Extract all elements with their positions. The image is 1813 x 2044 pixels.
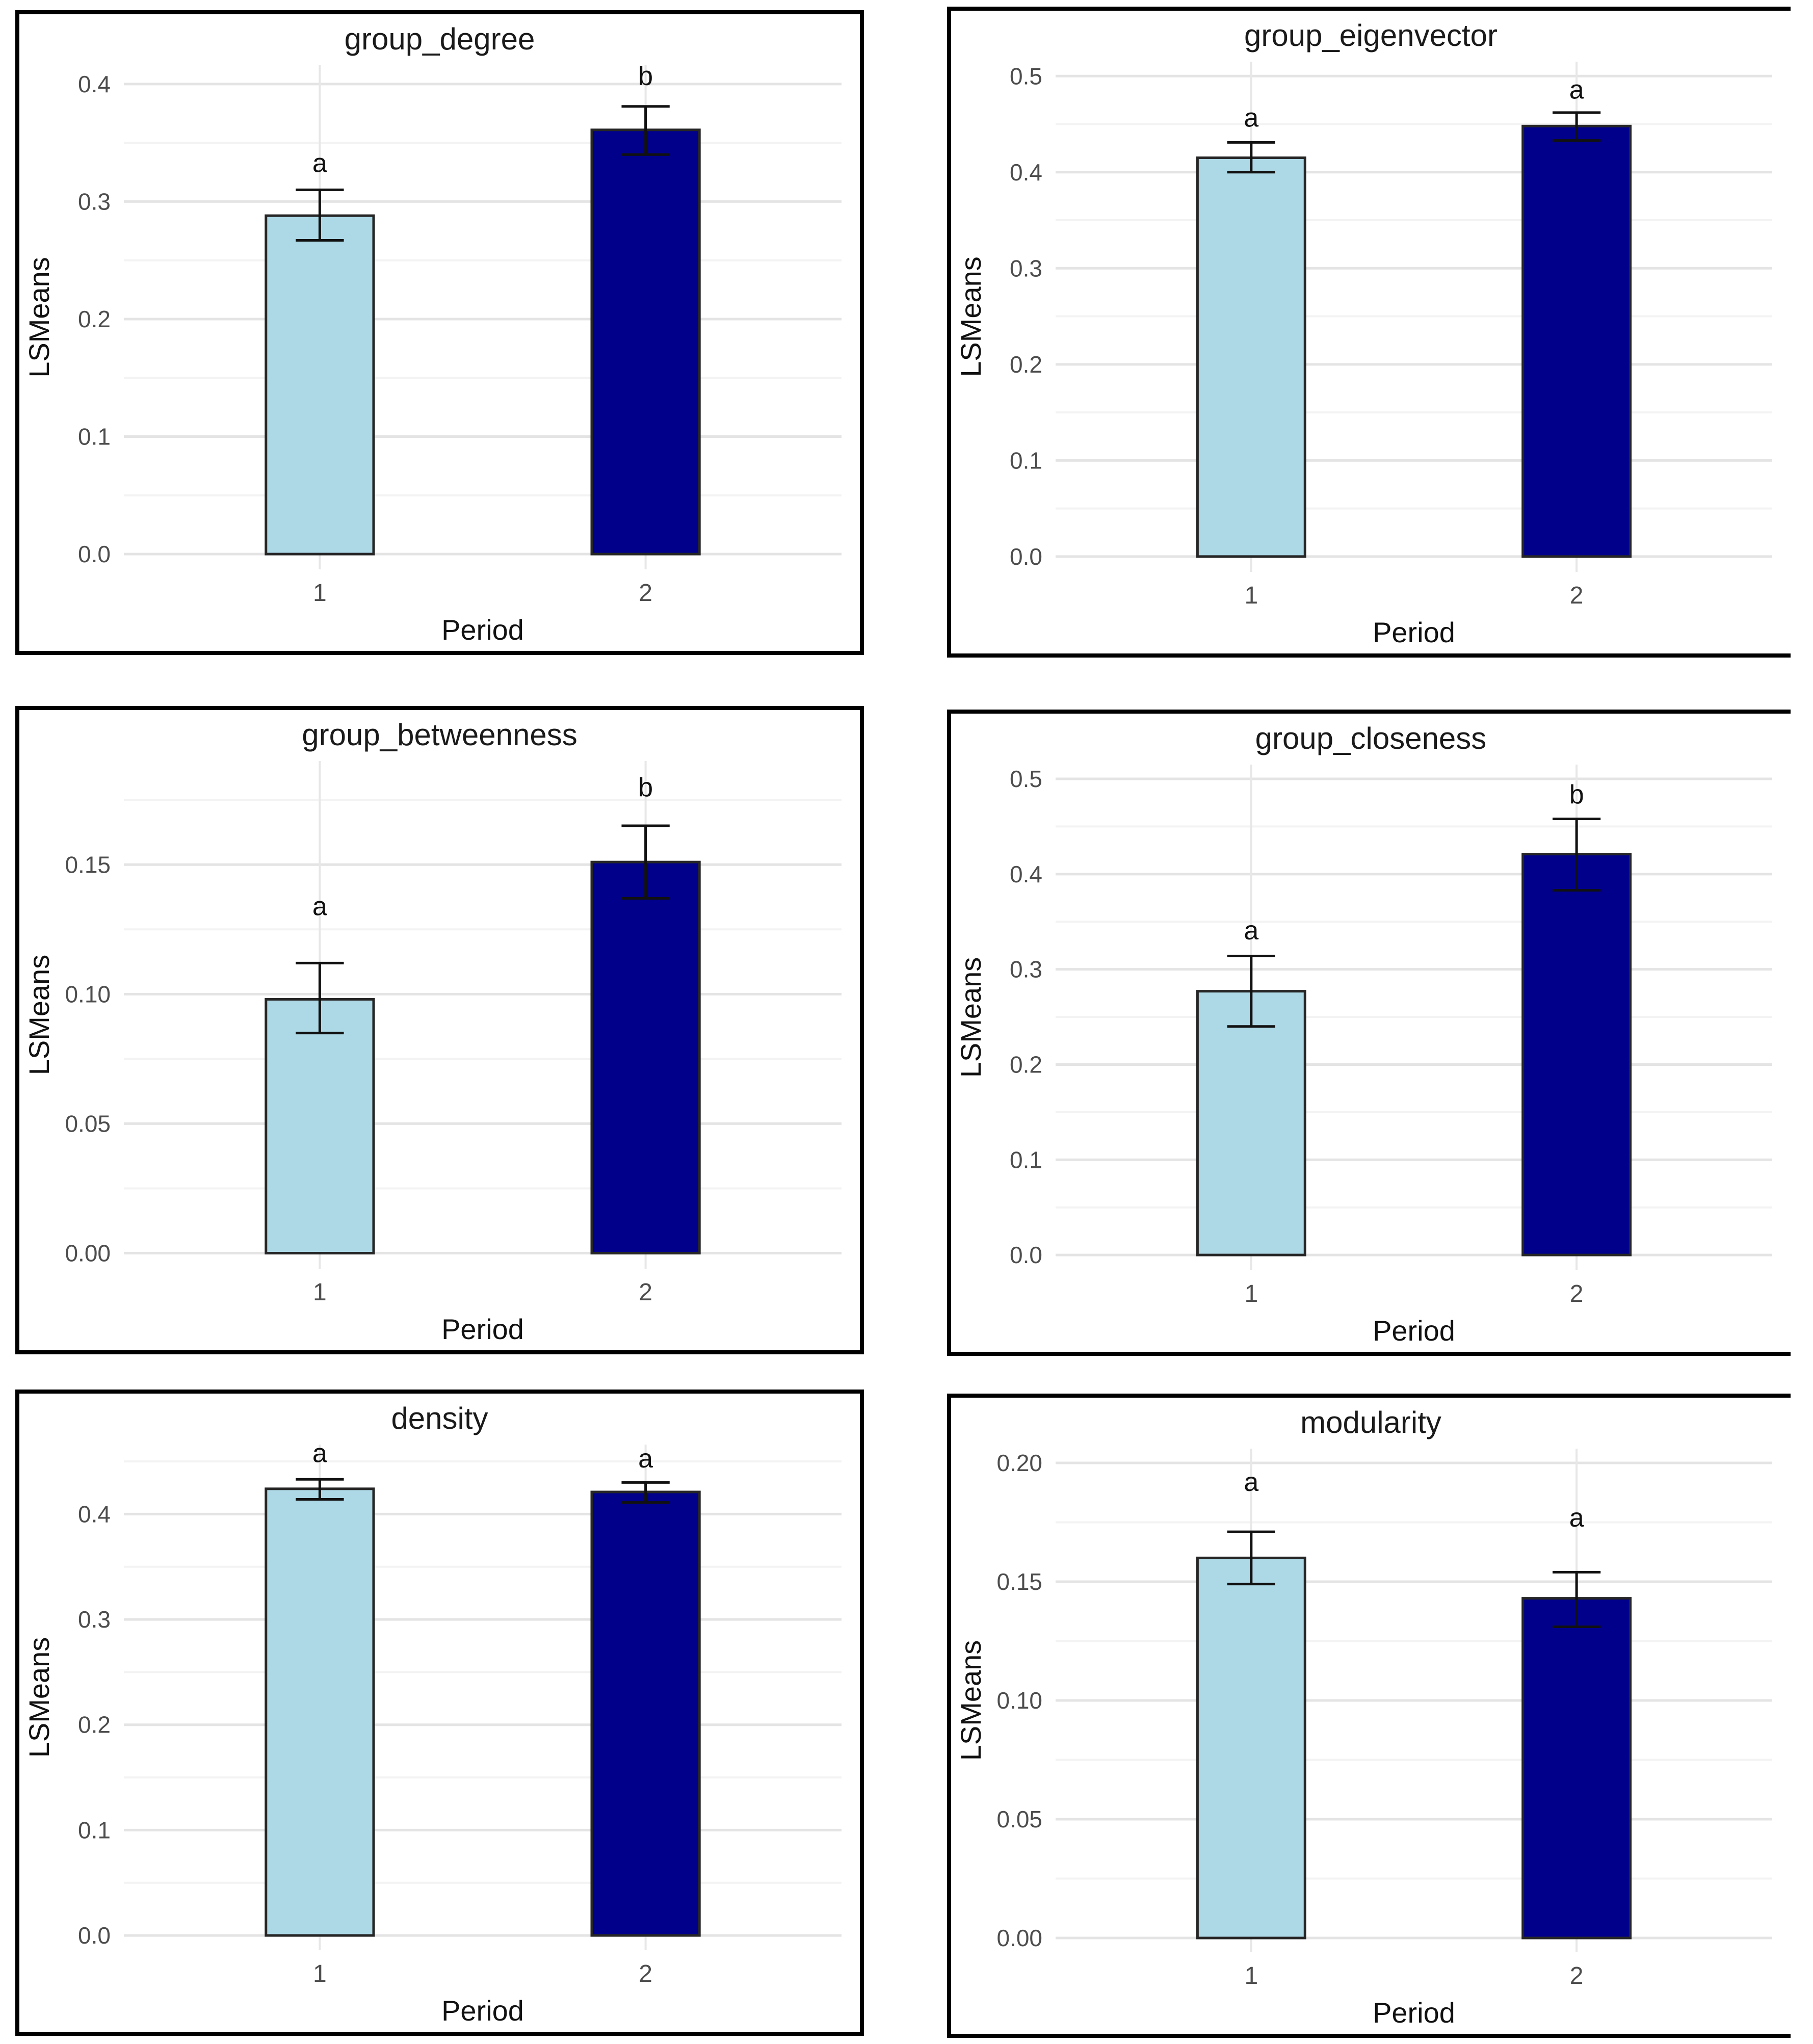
y-tick-label: 0.5 (1010, 63, 1042, 89)
x-axis-title: Period (1373, 616, 1455, 648)
bar-period-2 (590, 860, 701, 1255)
y-tick-label: 0.15 (65, 851, 111, 878)
x-tick-label: 2 (1570, 1962, 1584, 1989)
bar-period-2 (590, 128, 701, 556)
y-tick-label: 0.3 (1010, 255, 1042, 281)
y-tick-label: 0.4 (78, 1501, 111, 1527)
y-axis-title: LSMeans (23, 1637, 55, 1758)
significance-letter: a (1569, 1503, 1584, 1533)
y-axis-title: LSMeans (23, 257, 55, 378)
x-tick-label: 1 (313, 580, 327, 607)
y-tick-label: 0.1 (78, 423, 111, 450)
chart-canvas-group-closeness: a 1 b 2 0.0 0.1 0.2 0.3 0.4 0.5 Period LSMeans (955, 765, 1772, 1347)
chart-panel-density: density a 1 a 2 0.0 0.1 0.2 0.3 0.4 Period LSMeans (15, 1390, 864, 2036)
y-axis-title: LSMeans (955, 957, 987, 1078)
y-tick-label: 0.05 (65, 1110, 111, 1137)
y-axis-title: LSMeans (955, 256, 987, 377)
bar-period-1 (265, 1487, 375, 1937)
y-axis-title: LSMeans (955, 1640, 987, 1761)
significance-letter: b (638, 62, 653, 91)
y-tick-label: 0.4 (1010, 861, 1042, 887)
x-axis-title: Period (441, 1995, 524, 2027)
y-tick-label: 0.2 (1010, 1051, 1042, 1078)
y-tick-label: 0.20 (996, 1450, 1042, 1476)
bar-period-1 (1196, 1556, 1306, 1940)
x-tick-label: 2 (1570, 1280, 1584, 1307)
y-tick-label: 0.1 (1010, 1146, 1042, 1173)
y-tick-label: 0.1 (78, 1817, 111, 1843)
x-tick-label: 1 (313, 1960, 327, 1987)
significance-letter: a (312, 148, 327, 178)
chart-canvas-group-eigenvector: a 1 a 2 0.0 0.1 0.2 0.3 0.4 0.5 Period LSMeans (955, 62, 1772, 648)
chart-panel-modularity: modularity a 1 a 2 0.00 0.05 0.10 0.15 0.20 Perio… (947, 1394, 1791, 2038)
y-tick-label: 0.10 (996, 1687, 1042, 1714)
chart-title: group_degree (344, 22, 535, 56)
x-tick-label: 2 (639, 1960, 652, 1987)
x-axis-title: Period (441, 614, 524, 646)
y-tick-label: 0.2 (78, 306, 111, 332)
bar-period-1 (1196, 990, 1306, 1256)
significance-letter: b (638, 773, 653, 802)
y-tick-label: 0.2 (1010, 351, 1042, 378)
significance-letter: a (312, 892, 327, 922)
significance-letter: a (1244, 1468, 1258, 1497)
x-tick-label: 2 (639, 580, 652, 607)
x-tick-label: 1 (1244, 1280, 1258, 1307)
y-tick-label: 0.4 (1010, 159, 1042, 186)
x-axis-title: Period (1373, 1997, 1455, 2029)
chart-canvas-density: a 1 a 2 0.0 0.1 0.2 0.3 0.4 Period LSMeans (23, 1439, 842, 2027)
x-tick-label: 1 (1244, 1962, 1258, 1989)
chart-title: group_closeness (1255, 721, 1487, 755)
y-tick-label: 0.00 (65, 1240, 111, 1267)
x-tick-label: 2 (1570, 582, 1584, 609)
chart-panel-group-closeness: group_closeness a 1 b 2 0.0 0.1 0.2 0.3 0.4 0.5 Pe… (947, 710, 1791, 1356)
x-tick-label: 1 (313, 1279, 327, 1306)
y-tick-label: 0.3 (1010, 956, 1042, 983)
chart-panel-group-eigenvector: group_eigenvector a 1 a 2 0.0 0.1 0.2 0.3 0.4 0.5… (947, 7, 1791, 658)
significance-letter: a (1244, 916, 1258, 946)
bar-period-2 (1521, 124, 1632, 558)
y-tick-label: 0.05 (996, 1806, 1042, 1832)
y-tick-label: 0.0 (1010, 1242, 1042, 1268)
y-tick-label: 0.4 (78, 71, 111, 97)
chart-canvas-modularity: a 1 a 2 0.00 0.05 0.10 0.15 0.20 Period LSMeans (955, 1449, 1772, 2029)
significance-letter: a (312, 1439, 327, 1469)
bar-period-1 (265, 214, 375, 556)
y-tick-label: 0.5 (1010, 766, 1042, 792)
bar-period-2 (1521, 853, 1632, 1256)
significance-letter: a (1244, 103, 1258, 133)
y-tick-label: 0.0 (1010, 543, 1042, 570)
bar-period-1 (265, 998, 375, 1255)
y-axis-title: LSMeans (23, 955, 55, 1076)
bar-period-2 (1521, 1597, 1632, 1940)
y-tick-label: 0.0 (78, 1922, 111, 1949)
x-tick-label: 2 (639, 1279, 652, 1306)
y-tick-label: 0.1 (1010, 447, 1042, 474)
chart-title: group_eigenvector (1244, 18, 1498, 53)
y-tick-label: 0.0 (78, 541, 111, 567)
chart-panel-group-degree: group_degree a 1 b 2 0.0 0.1 0.2 0.3 0.4 Period LS… (15, 10, 864, 655)
y-tick-label: 0.10 (65, 981, 111, 1007)
significance-letter: b (1569, 780, 1584, 809)
y-tick-label: 0.00 (996, 1925, 1042, 1951)
x-axis-title: Period (441, 1313, 524, 1345)
y-tick-label: 0.3 (78, 188, 111, 215)
y-tick-label: 0.3 (78, 1606, 111, 1633)
chart-title: density (391, 1401, 488, 1435)
chart-title: group_betweenness (302, 718, 577, 752)
bar-period-1 (1196, 156, 1306, 558)
y-tick-label: 0.2 (78, 1712, 111, 1738)
chart-canvas-group-degree: a 1 b 2 0.0 0.1 0.2 0.3 0.4 Period LSMeans (23, 62, 842, 646)
chart-panel-group-betweenness: group_betweenness a 1 b 2 0.00 0.05 0.10 0.15 Pe… (15, 706, 864, 1354)
x-axis-title: Period (1373, 1315, 1455, 1347)
significance-letter: a (638, 1444, 653, 1474)
chart-title: modularity (1300, 1405, 1441, 1439)
chart-canvas-group-betweenness: a 1 b 2 0.00 0.05 0.10 0.15 Period LSMeans (23, 761, 842, 1345)
bar-period-2 (590, 1490, 701, 1937)
significance-letter: a (1569, 75, 1584, 105)
x-tick-label: 1 (1244, 582, 1258, 609)
y-tick-label: 0.15 (996, 1568, 1042, 1595)
